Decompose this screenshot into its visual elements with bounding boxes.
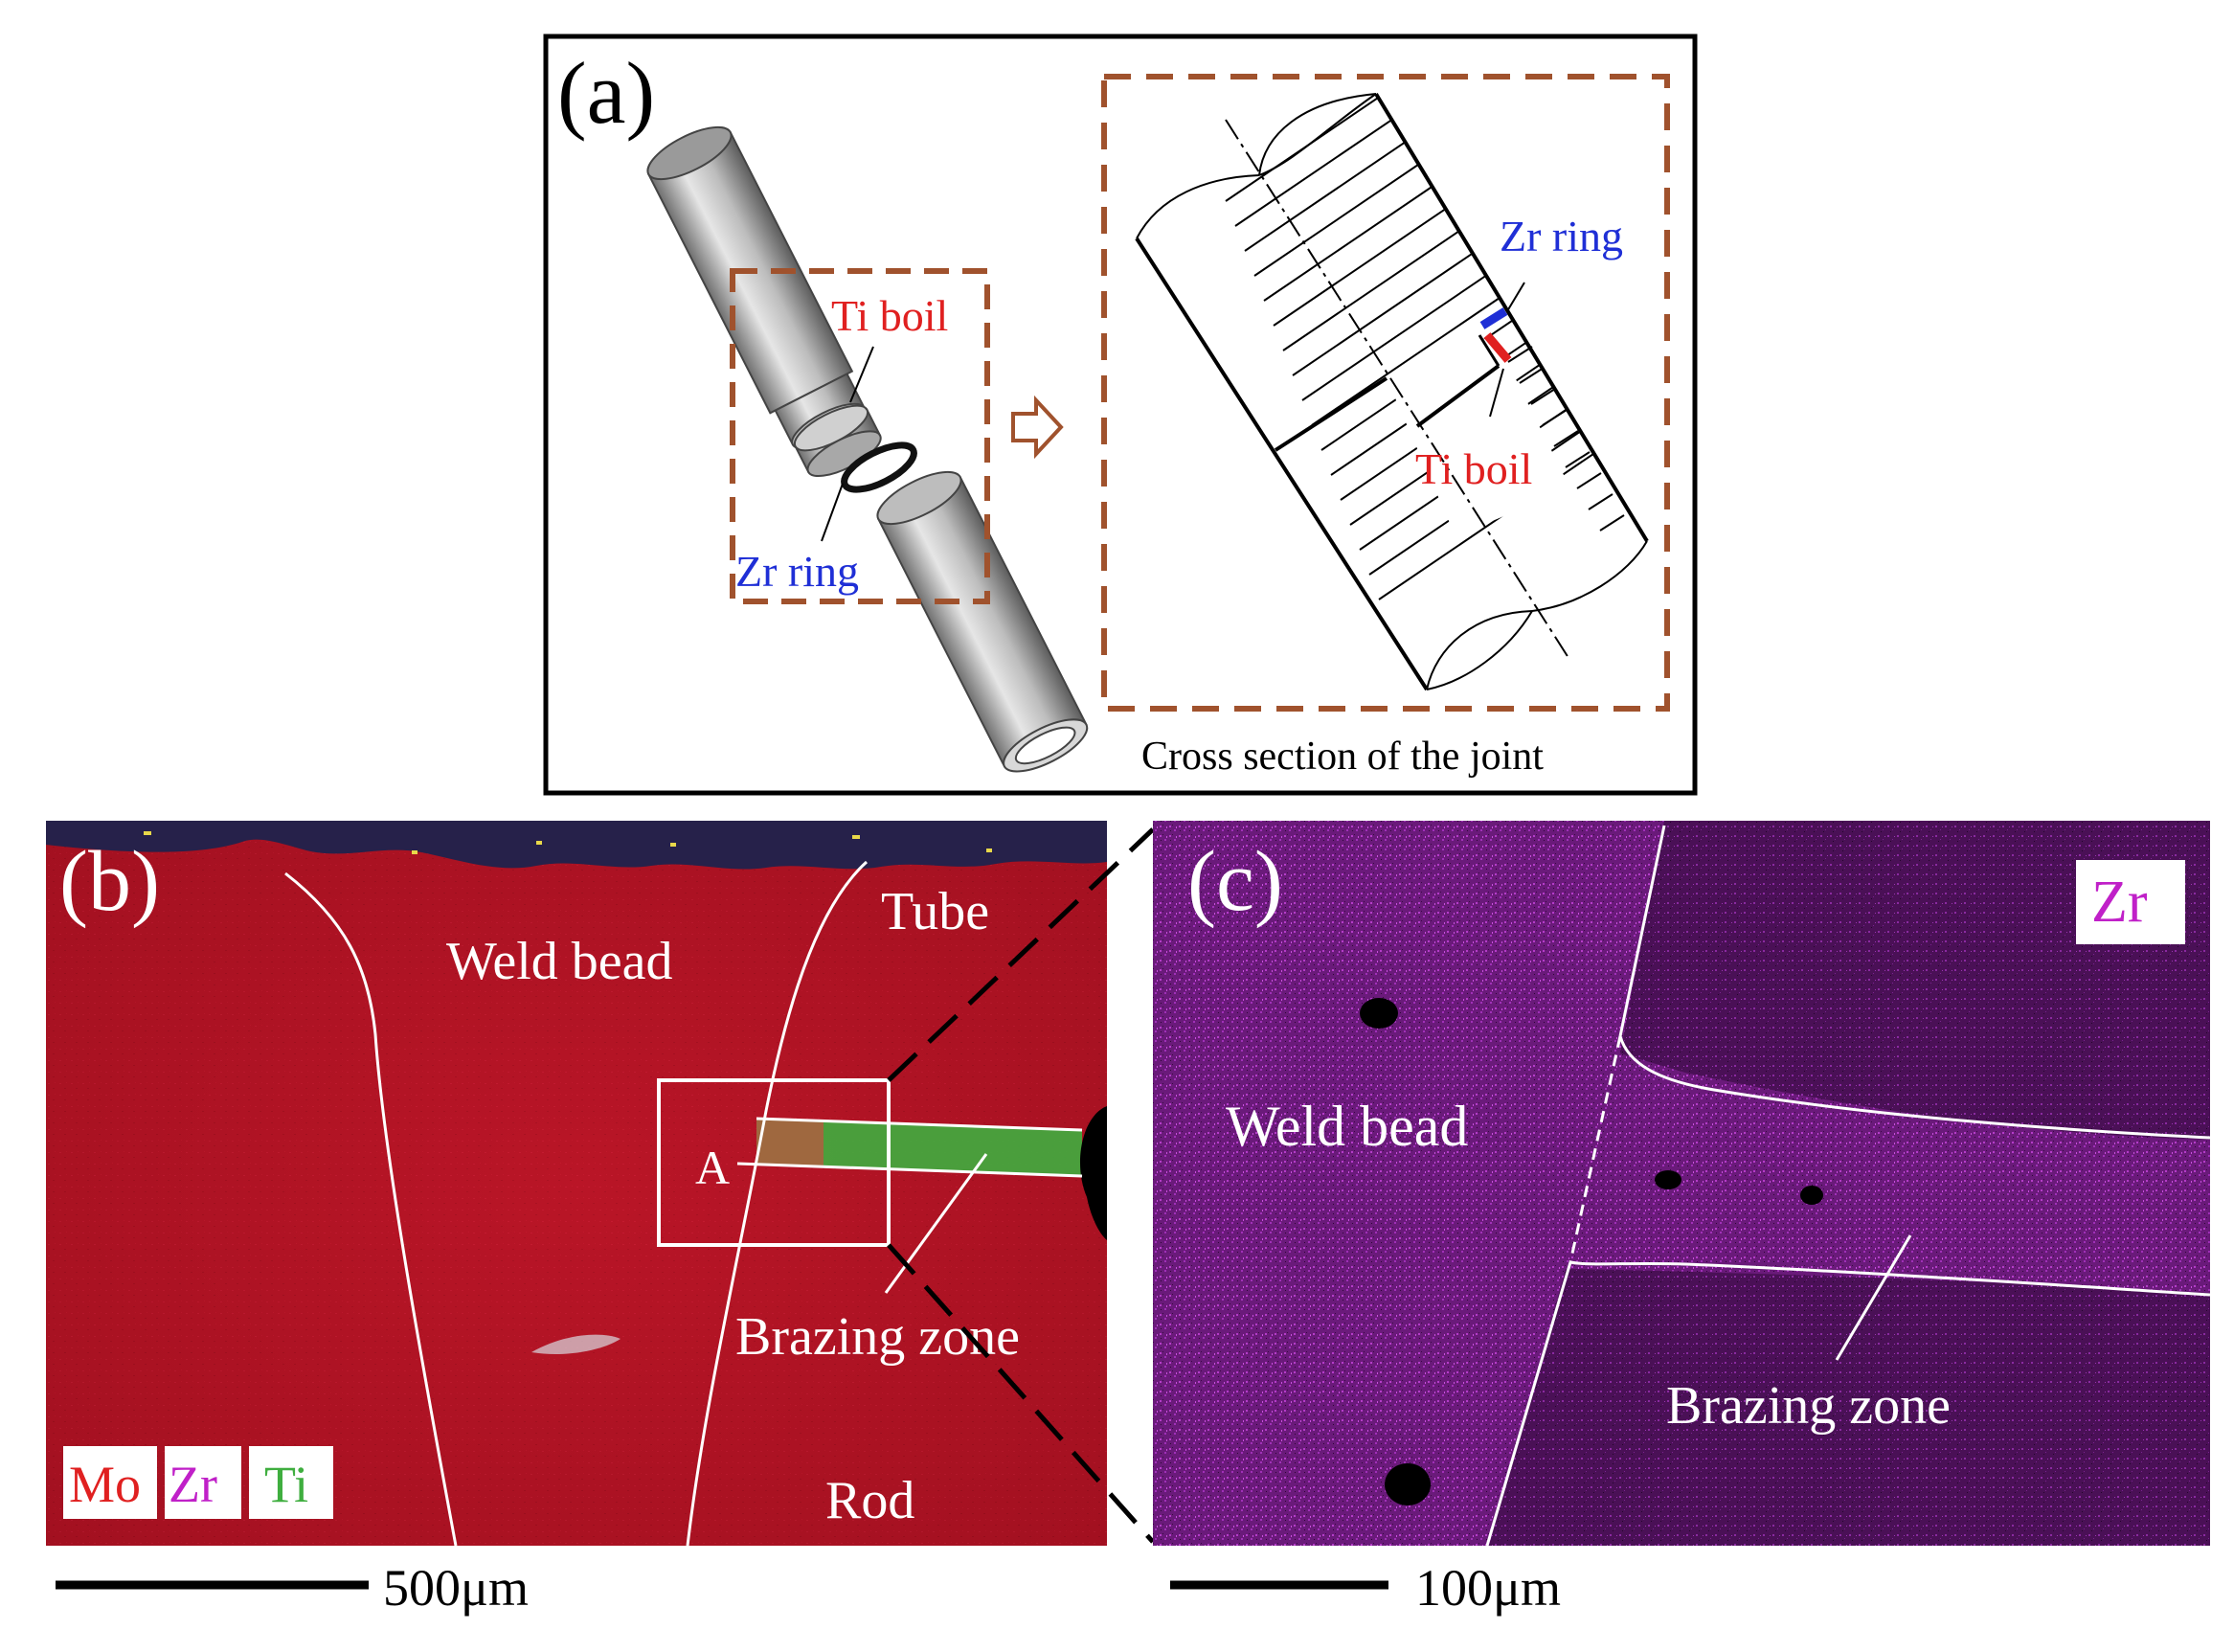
legend-ti: Ti [264,1456,308,1513]
brazing-zone-label-c: Brazing zone [1666,1376,1951,1436]
cross-section-dashed-box [1101,74,1670,712]
panel-c: (c) Zr Weld bead Brazing zone 100μm [1153,821,2210,1617]
cross-section-drawing [1135,92,1649,691]
tube-region [1620,821,2210,1140]
zr-ring-label-left: Zr ring [735,547,859,596]
ti-foil-part [793,404,882,478]
fusion-line-left [284,871,458,1546]
weld-bead-label-b: Weld bead [446,932,673,991]
panel-a-letter: (a) [557,44,655,142]
brazing-zone-region [756,1119,1082,1176]
weld-bead-label-c: Weld bead [1226,1095,1468,1158]
element-badge [2076,860,2185,944]
panel-c-letter: (c) [1187,834,1283,929]
zoom-line-bottom [887,1243,1155,1544]
panel-b-letter: (b) [59,834,160,929]
legend-mo: Mo [69,1456,141,1513]
ti-foil-label-right: Ti boil [1415,444,1532,493]
fusion-line-right [686,860,869,1546]
ti-foil-label-left: Ti boil [831,291,948,340]
zr-ring-leader [821,483,844,542]
arrow-icon [1011,395,1064,460]
brazing-zone-label-b: Brazing zone [735,1307,1020,1367]
ti-foil-leader [849,346,874,403]
legend-zr: Zr [169,1456,217,1513]
scale-bar-c-label: 100μm [1415,1559,1561,1617]
inset-box-a [657,1078,891,1247]
rod-region [1489,1269,2210,1546]
element-badge-text: Zr [2091,870,2148,935]
brazing-zone-leader-c [1835,1234,1912,1361]
panel-b: (b) Tube Weld bead A Brazing zone Rod Mo… [46,821,1107,1617]
panel-a: (a) [543,34,1698,796]
rod-label: Rod [825,1471,914,1530]
brazing-zone-leader [884,1153,988,1294]
lower-tube [876,470,1089,773]
sample-surface [46,821,1107,870]
zr-ring-label-right: Zr ring [1500,212,1623,260]
element-legend: Mo Zr Ti [63,1446,333,1519]
zr-ring-part [841,441,917,493]
void [1079,1106,1107,1240]
scale-bar-b-label: 500μm [383,1559,529,1617]
detail-dashed-box [730,268,990,604]
tube-label: Tube [881,882,989,941]
point-a-label: A [695,1141,730,1194]
zoom-line-top [887,827,1155,1082]
cross-section-caption: Cross section of the joint [1141,735,1544,779]
